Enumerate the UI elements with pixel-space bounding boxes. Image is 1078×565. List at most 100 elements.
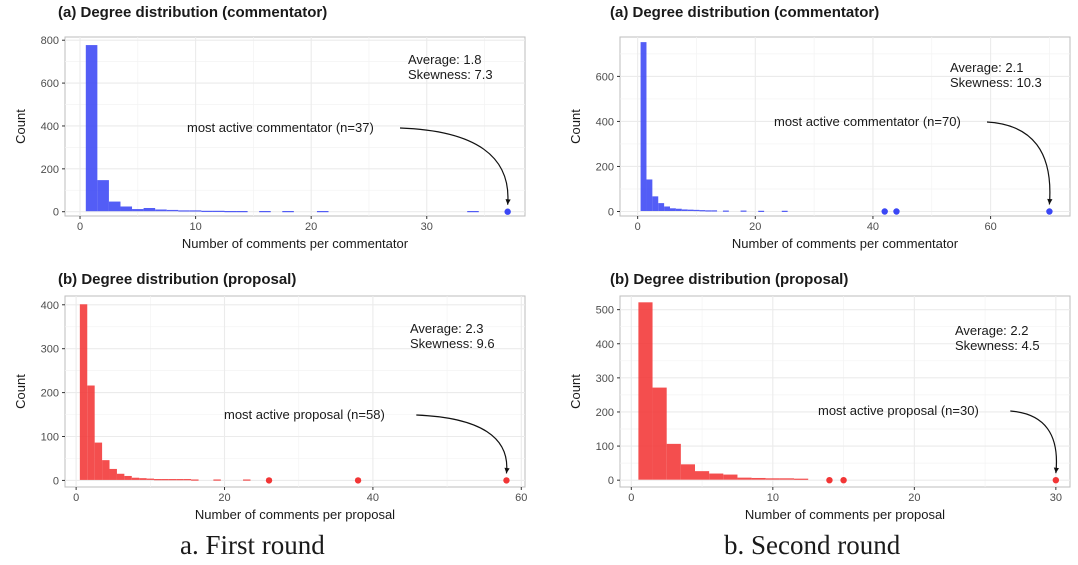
histogram-bar (94, 442, 103, 480)
histogram-bar (212, 210, 225, 212)
histogram-bar (178, 210, 190, 212)
stats-label: Skewness: 4.5 (955, 338, 1040, 353)
y-axis-title: Count (13, 374, 28, 409)
histogram-bar (666, 443, 681, 480)
x-tick-label: 0 (635, 221, 641, 233)
histogram-bar (711, 210, 718, 212)
x-axis-title: Number of comments per proposal (195, 507, 395, 522)
plot-panel (619, 295, 1071, 488)
annotation-arrow (1010, 410, 1058, 474)
stats-label: Average: 2.3 (410, 321, 483, 336)
histogram-bar (758, 210, 765, 212)
y-tick-label: 200 (41, 388, 59, 400)
x-tick-label: 20 (749, 221, 761, 233)
histogram-bar (687, 209, 694, 211)
y-tick-label: 300 (596, 373, 614, 385)
histogram-bar (236, 210, 248, 213)
histogram-bar (97, 180, 109, 212)
outlier-point (1046, 208, 1053, 215)
x-tick-label: 40 (367, 492, 379, 504)
histogram-bar (85, 45, 98, 212)
x-tick-label: 60 (984, 221, 996, 233)
plot-panel (64, 295, 526, 488)
outlier-point (893, 208, 900, 215)
histogram-bar (737, 477, 752, 480)
histogram-bar (116, 473, 125, 480)
arrowhead (1053, 467, 1059, 474)
histogram-bar (176, 479, 184, 481)
histogram-bar (640, 42, 647, 211)
arrowhead (504, 467, 510, 474)
y-tick-label: 600 (596, 71, 614, 83)
x-tick-label: 10 (189, 221, 201, 233)
x-tick-label: 20 (305, 221, 317, 233)
histogram-bar (102, 460, 110, 480)
histogram-bar (658, 203, 665, 211)
histogram-bar (751, 477, 766, 480)
x-tick-label: 0 (628, 492, 634, 504)
histogram-bar (108, 201, 121, 212)
histogram-bar (282, 210, 294, 213)
y-tick-label: 500 (596, 305, 614, 317)
histogram-bar (189, 210, 202, 212)
histogram-bar (695, 471, 710, 480)
y-tick-label: 100 (41, 432, 59, 444)
x-tick-label: 20 (218, 492, 230, 504)
outlier-point (881, 208, 888, 215)
outlier-point (354, 477, 362, 484)
arrowhead (505, 199, 511, 205)
histogram-bar (705, 210, 712, 212)
y-tick-label: 0 (608, 206, 614, 218)
chart-title: (b) Degree distribution (proposal) (58, 271, 297, 288)
histogram-bar (638, 302, 653, 480)
x-axis-title: Number of comments per proposal (745, 507, 945, 522)
histogram-bar (155, 209, 167, 212)
stats-label: Skewness: 10.3 (950, 75, 1042, 90)
histogram-bar (765, 478, 780, 480)
annotation-arrow (399, 127, 509, 205)
annotation-label: most active commentator (n=37) (187, 120, 374, 135)
y-tick-label: 600 (41, 78, 59, 90)
outlier-point (503, 477, 510, 484)
y-tick-label: 400 (596, 339, 614, 351)
histogram-bar (183, 479, 192, 481)
histogram-bar (723, 474, 738, 480)
histogram-bar (652, 387, 667, 480)
annotation-label: most active proposal (n=30) (818, 403, 979, 418)
histogram-bar (709, 473, 724, 480)
histogram-bar (201, 210, 213, 212)
histogram-bar (124, 475, 132, 480)
histogram-bar (670, 208, 676, 211)
histogram-bar (675, 208, 682, 211)
annotation-arrow (986, 121, 1051, 205)
histogram-bar (680, 464, 695, 480)
x-tick-label: 20 (908, 492, 920, 504)
histogram-bar (109, 468, 117, 480)
y-tick-label: 0 (53, 475, 59, 487)
y-tick-label: 400 (41, 121, 59, 133)
histogram-bar (224, 210, 237, 213)
outlier-point (826, 476, 833, 484)
outlier-point (504, 208, 511, 215)
histogram-bar (699, 210, 706, 212)
outlier-point (265, 477, 273, 484)
arrowhead (1047, 198, 1053, 205)
annotation-label: most active commentator (n=70) (774, 114, 961, 129)
outlier-point (1052, 476, 1060, 484)
stats-label: Average: 1.8 (408, 52, 481, 67)
x-tick-label: 30 (1050, 492, 1062, 504)
plot-panel (619, 36, 1071, 217)
y-tick-label: 200 (41, 164, 59, 176)
histogram-commentator-round1: 0 10 20 30 0 200 400 600 800 Number of comments p… (13, 35, 526, 251)
y-tick-label: 0 (53, 207, 59, 219)
y-axis-title: Count (568, 109, 583, 144)
histogram-bar (259, 210, 271, 213)
histogram-bar (132, 209, 144, 212)
y-tick-label: 800 (41, 35, 59, 47)
y-tick-label: 400 (596, 116, 614, 128)
x-axis-title: Number of comments per commentator (732, 236, 959, 251)
chart-title: (a) Degree distribution (commentator) (610, 4, 880, 21)
histogram-bar (79, 304, 88, 480)
